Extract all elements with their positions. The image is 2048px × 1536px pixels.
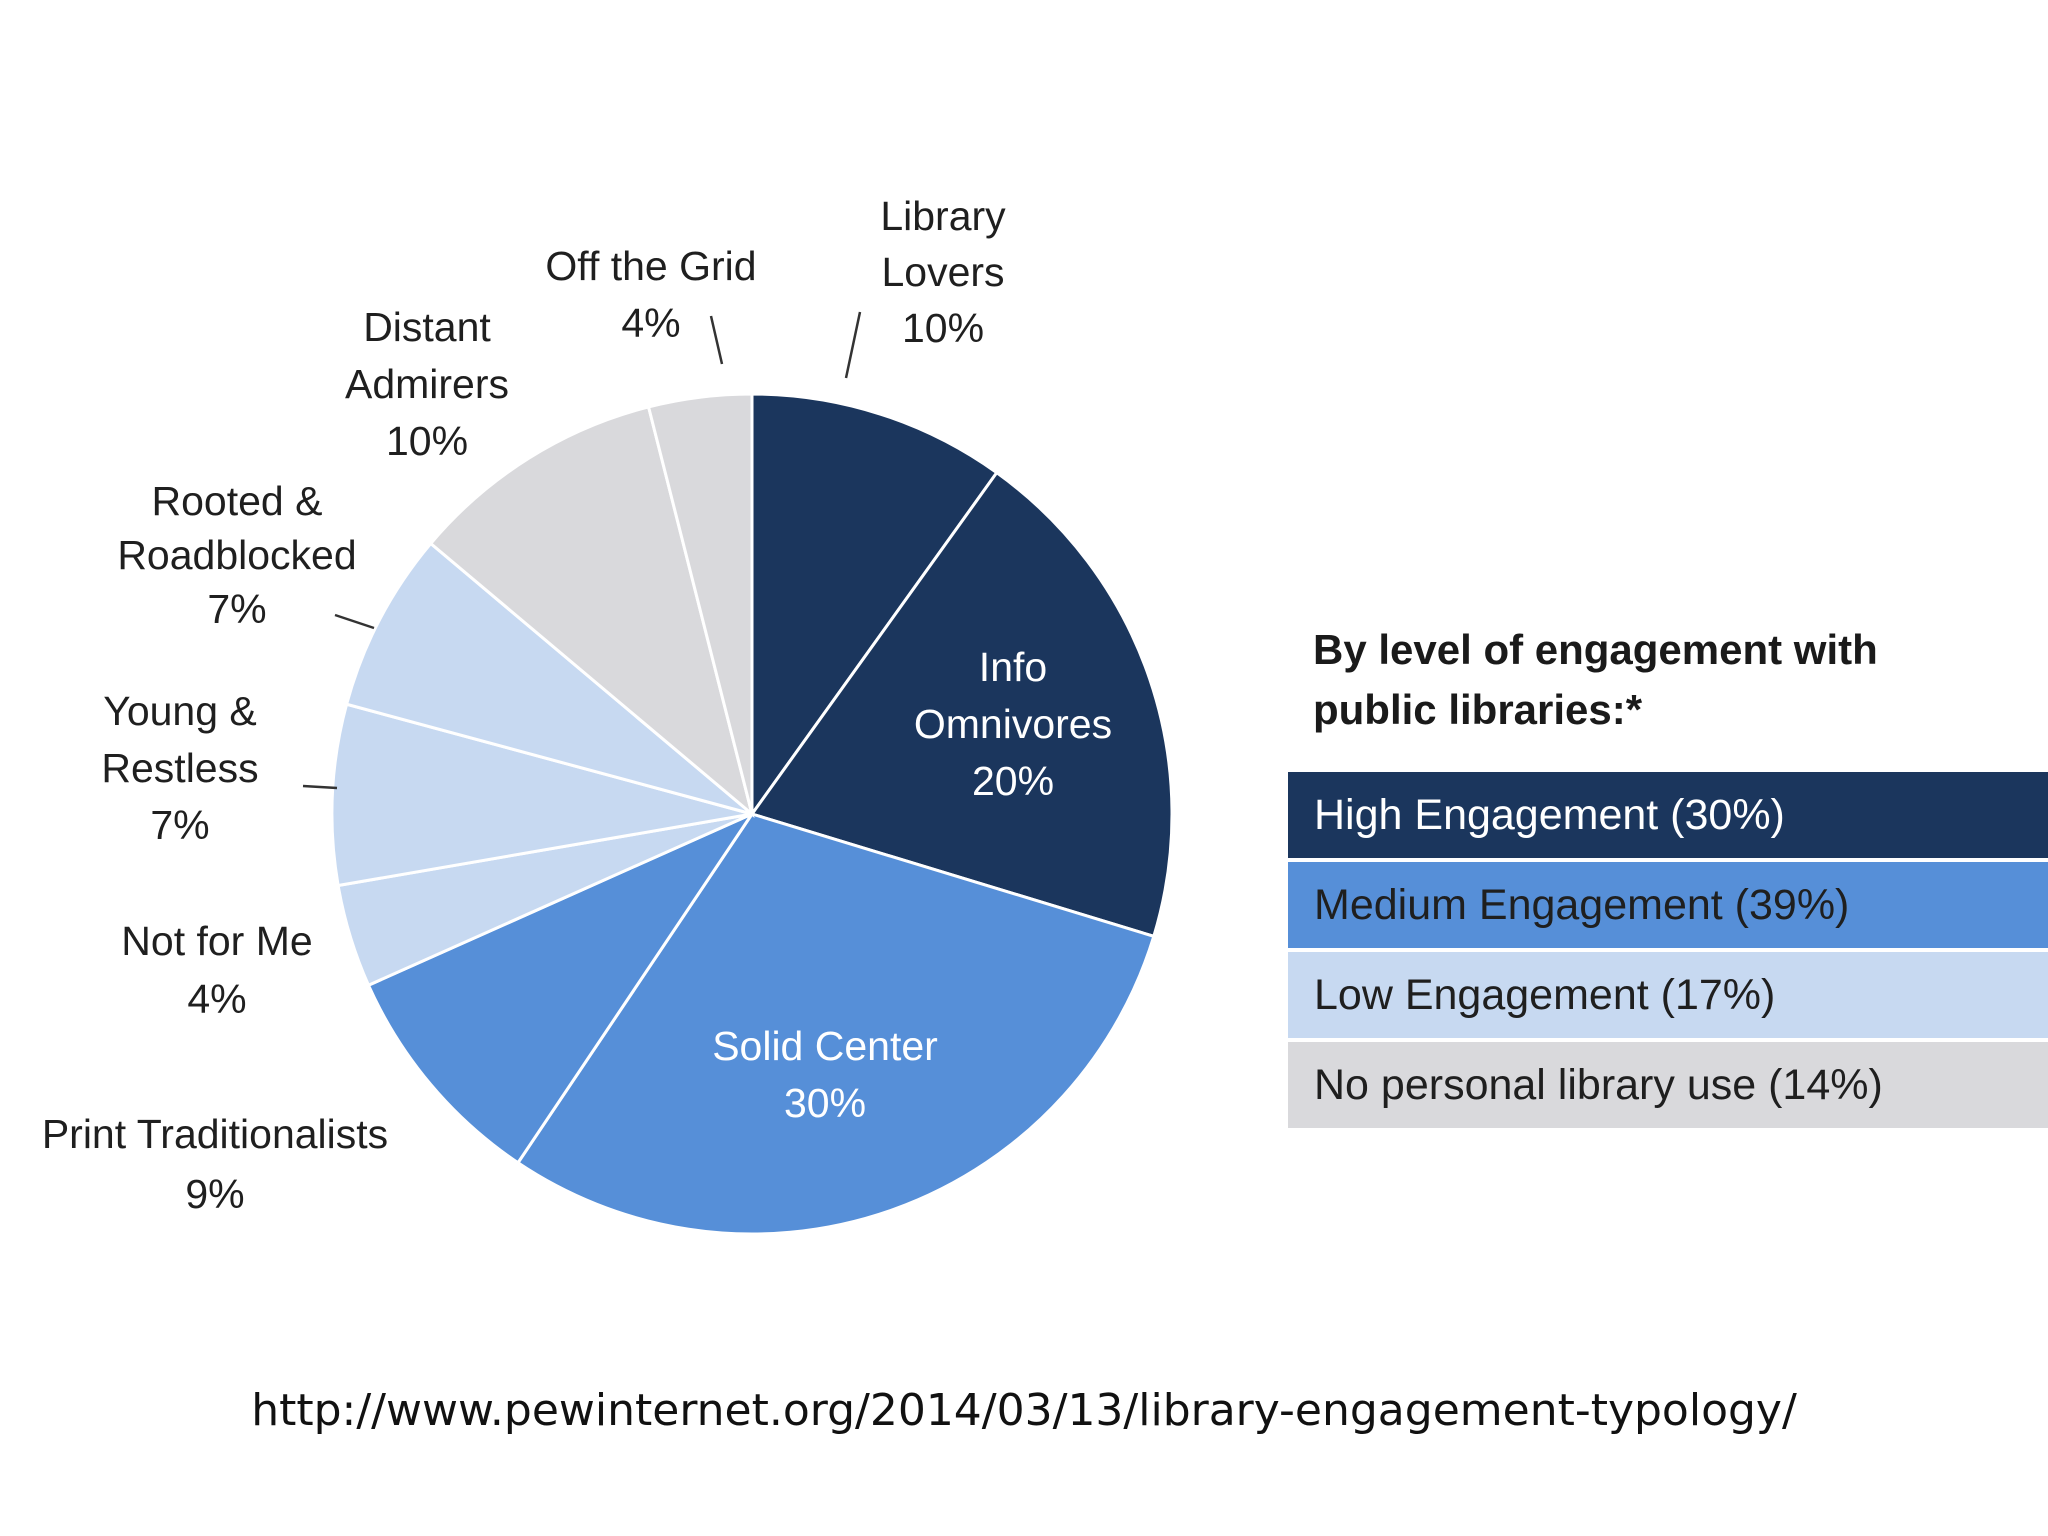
source-url[interactable]: http://www.pewinternet.org/2014/03/13/li…	[251, 1385, 1797, 1436]
legend-item-low: Low Engagement (17%)	[1288, 952, 2048, 1042]
slice-label-young-restless: Young & Restless 7%	[101, 688, 258, 848]
leader-line-library-lovers	[844, 311, 862, 379]
slice-label-not-for-me: Not for Me 4%	[121, 918, 312, 1022]
slice-label-solid-center: Solid Center 30%	[712, 1023, 938, 1126]
pie-slice-distant-admirers	[428, 405, 755, 819]
legend-item-high: High Engagement (30%)	[1288, 772, 2048, 862]
pie-slice-info-omnivores	[749, 470, 1174, 939]
leader-line-rooted-roadblocked	[334, 613, 375, 630]
slice-label-off-the-grid: Off the Grid 4%	[545, 243, 756, 346]
pie-slice-rooted-roadblocked	[344, 541, 753, 816]
legend: High Engagement (30%) Medium Engagement …	[1288, 772, 2048, 1132]
slice-label-rooted-roadblocked: Rooted & Roadblocked 7%	[117, 478, 356, 632]
pie-slice-print-traditionalists	[366, 810, 757, 1165]
pie-slice-young-restless	[330, 702, 753, 888]
legend-item-none: No personal library use (14%)	[1288, 1042, 2048, 1132]
pie-slices	[330, 392, 1174, 1236]
pie-slice-off-the-grid	[646, 392, 754, 815]
slice-label-library-lovers: Library Lovers 10%	[880, 193, 1006, 351]
legend-item-medium: Medium Engagement (39%)	[1288, 862, 2048, 952]
slice-label-info-omnivores: Info Omnivores 20%	[914, 644, 1112, 804]
legend-title: By level of engagement with public libra…	[1313, 626, 1878, 733]
pie-slice-library-lovers	[750, 392, 999, 819]
slice-labels: Library Lovers 10% Info Omnivores 20% Solid Ce…	[42, 193, 1112, 1217]
leader-lines	[302, 311, 862, 790]
slice-label-distant-admirers: Distant Admirers 10%	[345, 304, 509, 464]
leader-line-young-restless	[302, 784, 338, 790]
slice-label-print-traditionalists: Print Traditionalists 9%	[42, 1111, 388, 1217]
leader-line-off-the-grid	[709, 315, 724, 365]
pie-slice-solid-center	[515, 812, 1156, 1236]
